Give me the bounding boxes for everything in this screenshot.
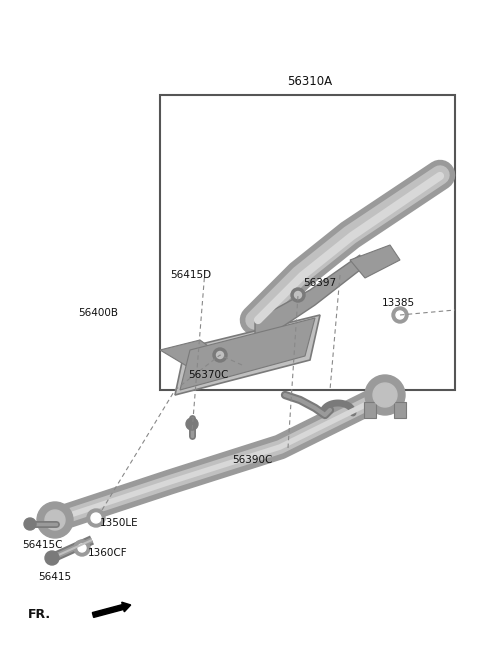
Text: 1350LE: 1350LE: [100, 518, 139, 528]
Circle shape: [365, 375, 405, 415]
Circle shape: [91, 513, 101, 523]
Text: 56415: 56415: [38, 572, 71, 582]
Polygon shape: [175, 315, 320, 395]
Circle shape: [45, 510, 65, 530]
Polygon shape: [255, 255, 360, 340]
Text: 1360CF: 1360CF: [88, 548, 128, 558]
Circle shape: [74, 540, 90, 556]
Text: 13385: 13385: [382, 298, 415, 308]
Polygon shape: [160, 340, 220, 368]
FancyArrow shape: [92, 602, 131, 618]
Bar: [364, 402, 376, 418]
Text: 56415D: 56415D: [170, 270, 211, 280]
Circle shape: [45, 551, 59, 565]
Polygon shape: [180, 318, 315, 390]
Text: FR.: FR.: [28, 608, 51, 622]
Bar: [160, 95, 455, 390]
Text: 56370C: 56370C: [188, 370, 228, 380]
Circle shape: [37, 502, 73, 538]
Circle shape: [186, 418, 198, 430]
Circle shape: [24, 518, 36, 530]
Text: 56400B: 56400B: [78, 308, 118, 318]
Circle shape: [295, 292, 301, 298]
Circle shape: [216, 351, 224, 359]
Polygon shape: [350, 245, 400, 278]
Circle shape: [87, 509, 105, 527]
Bar: [394, 402, 406, 418]
Circle shape: [392, 307, 408, 323]
Circle shape: [373, 383, 397, 407]
Circle shape: [78, 544, 86, 552]
Text: 56415C: 56415C: [22, 540, 62, 550]
Circle shape: [213, 348, 227, 362]
Text: 56390C: 56390C: [232, 455, 272, 465]
Text: 56397: 56397: [303, 278, 336, 288]
Text: 56310A: 56310A: [288, 75, 333, 88]
Circle shape: [396, 311, 404, 319]
Circle shape: [291, 288, 305, 302]
